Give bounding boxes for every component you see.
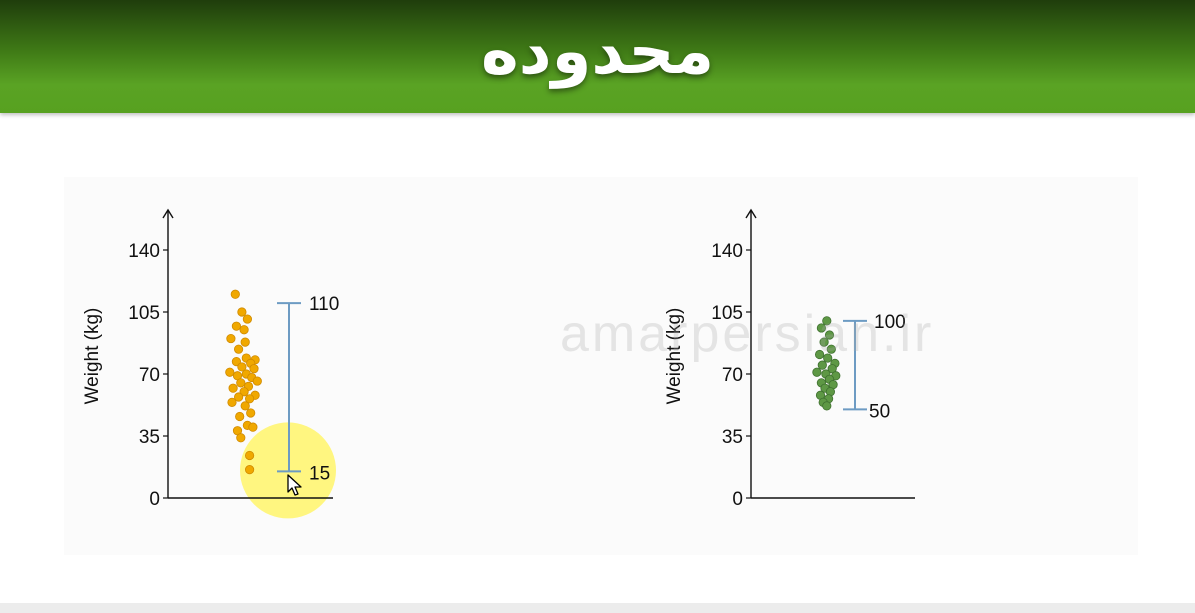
data-point	[823, 353, 833, 363]
chart-2: 0 35 70 105 140 Weight (kg) 100 50	[664, 208, 915, 510]
data-point	[231, 321, 241, 331]
data-point	[236, 378, 246, 388]
data-point	[819, 337, 829, 347]
data-point	[826, 344, 836, 354]
mouse-cursor-icon	[287, 474, 302, 496]
data-point	[227, 397, 237, 407]
y-tick-label-105: 105	[711, 303, 743, 324]
range-min-label: 50	[869, 401, 890, 422]
range-max-label: 100	[874, 312, 906, 333]
data-point	[237, 307, 247, 317]
y-tick-label-105: 105	[128, 303, 160, 324]
data-point	[824, 330, 835, 340]
data-point	[246, 408, 256, 418]
data-point	[240, 401, 250, 411]
data-point	[228, 383, 238, 393]
data-point	[817, 360, 827, 370]
y-axis-arrow-icon	[162, 208, 174, 219]
y-tick-label-140: 140	[128, 241, 160, 262]
data-point	[242, 314, 252, 324]
y-tick-label-0: 0	[732, 489, 743, 510]
data-point	[234, 344, 244, 354]
data-point	[822, 316, 832, 326]
data-point	[239, 325, 249, 335]
y-tick-label-35: 35	[722, 427, 743, 448]
y-tick-label-35: 35	[139, 427, 160, 448]
data-point	[812, 367, 822, 377]
data-point	[249, 364, 259, 374]
data-point	[230, 289, 240, 299]
y-tick-label-0: 0	[149, 489, 160, 510]
data-point	[239, 387, 249, 397]
data-point	[231, 356, 241, 367]
y-axis-title: Weight (kg)	[82, 308, 103, 405]
y-tick-label-70: 70	[722, 365, 743, 386]
data-point	[236, 433, 246, 443]
y-axis-title: Weight (kg)	[664, 308, 685, 405]
y-tick-label-70: 70	[139, 365, 160, 386]
chart-1: 0 35 70 105 140 Weight (kg) 110 15	[82, 208, 339, 519]
data-point	[237, 362, 247, 372]
data-point	[252, 376, 262, 386]
data-point	[235, 411, 245, 422]
y-tick-label-140: 140	[711, 241, 743, 262]
data-point	[225, 367, 235, 377]
title-banner	[0, 0, 1195, 113]
data-point	[245, 394, 255, 404]
data-point	[814, 349, 825, 360]
data-point	[240, 337, 250, 347]
data-point	[226, 333, 236, 344]
data-point	[245, 450, 255, 461]
data-point	[234, 392, 244, 402]
data-point	[822, 401, 832, 411]
range-max-label: 110	[309, 294, 339, 315]
range-min-label: 15	[309, 463, 330, 484]
data-point	[827, 364, 837, 374]
slide-title: محدوده	[480, 15, 715, 89]
data-point	[816, 323, 827, 333]
footer-bar	[0, 603, 1195, 613]
data-point	[245, 465, 255, 475]
watermark-text: amarpersian.ir	[560, 305, 935, 363]
y-axis-arrow-icon	[745, 208, 757, 219]
data-point	[248, 422, 258, 432]
